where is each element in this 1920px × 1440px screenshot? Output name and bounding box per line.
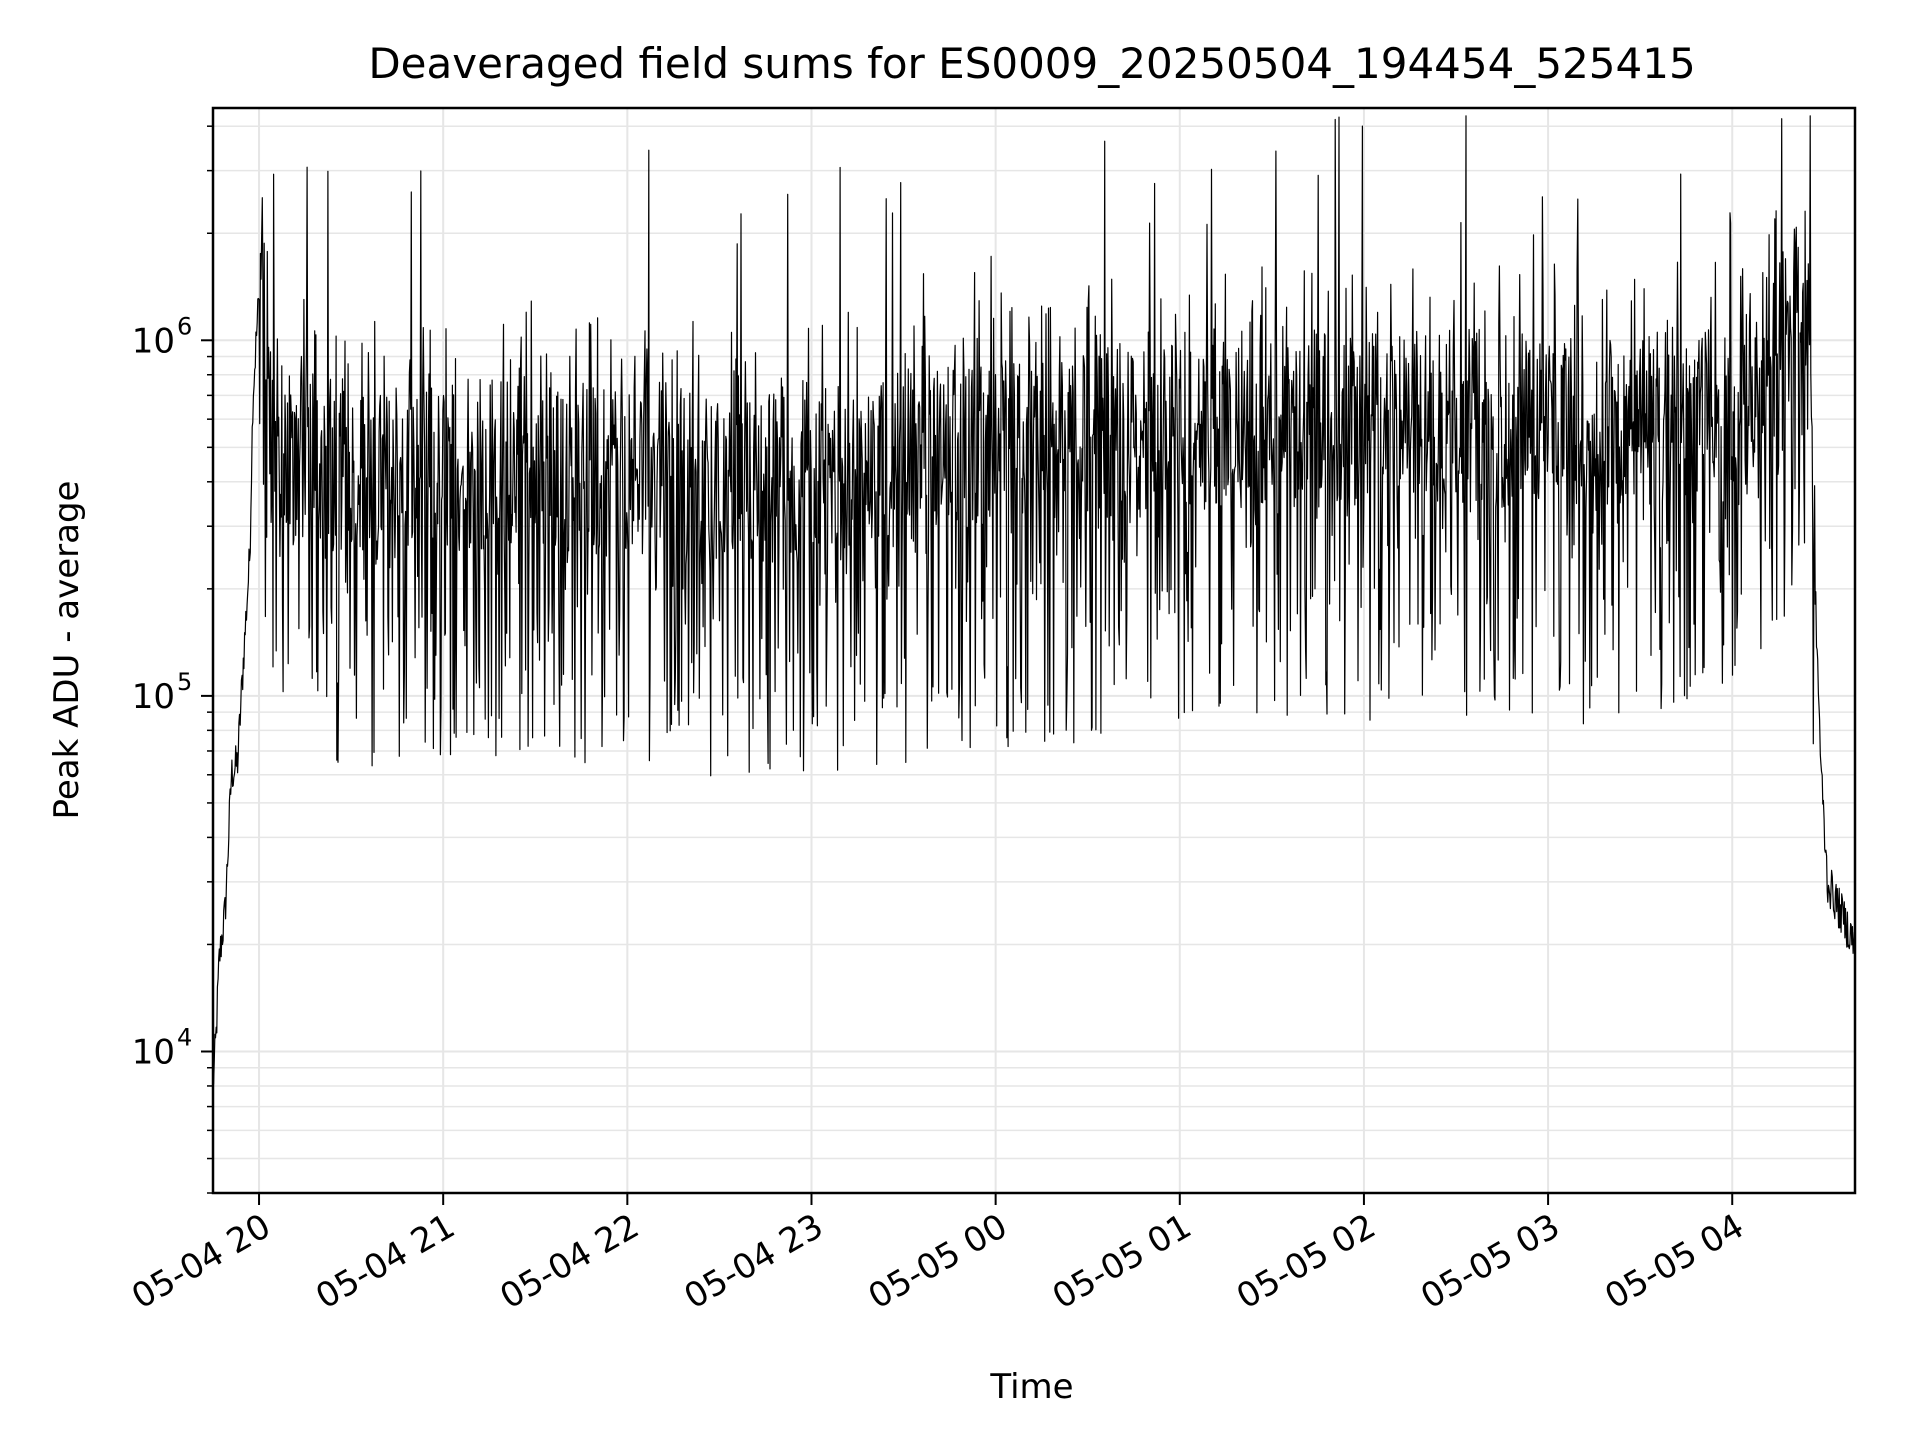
y-tick-exponent: 5 <box>177 668 192 696</box>
y-tick-label: 10 <box>132 1032 175 1072</box>
chart-title: Deaveraged field sums for ES0009_2025050… <box>368 39 1695 88</box>
y-tick-exponent: 4 <box>177 1023 192 1051</box>
y-axis-label: Peak ADU - average <box>47 481 87 820</box>
plot-frame <box>211 106 1857 1195</box>
x-axis-label: Time <box>989 1367 1073 1407</box>
data-series-line <box>212 115 1856 1085</box>
y-tick-label: 10 <box>132 321 175 361</box>
y-tick-exponent: 6 <box>177 312 192 340</box>
data-area <box>212 115 1856 1085</box>
y-tick-label: 10 <box>132 677 175 717</box>
